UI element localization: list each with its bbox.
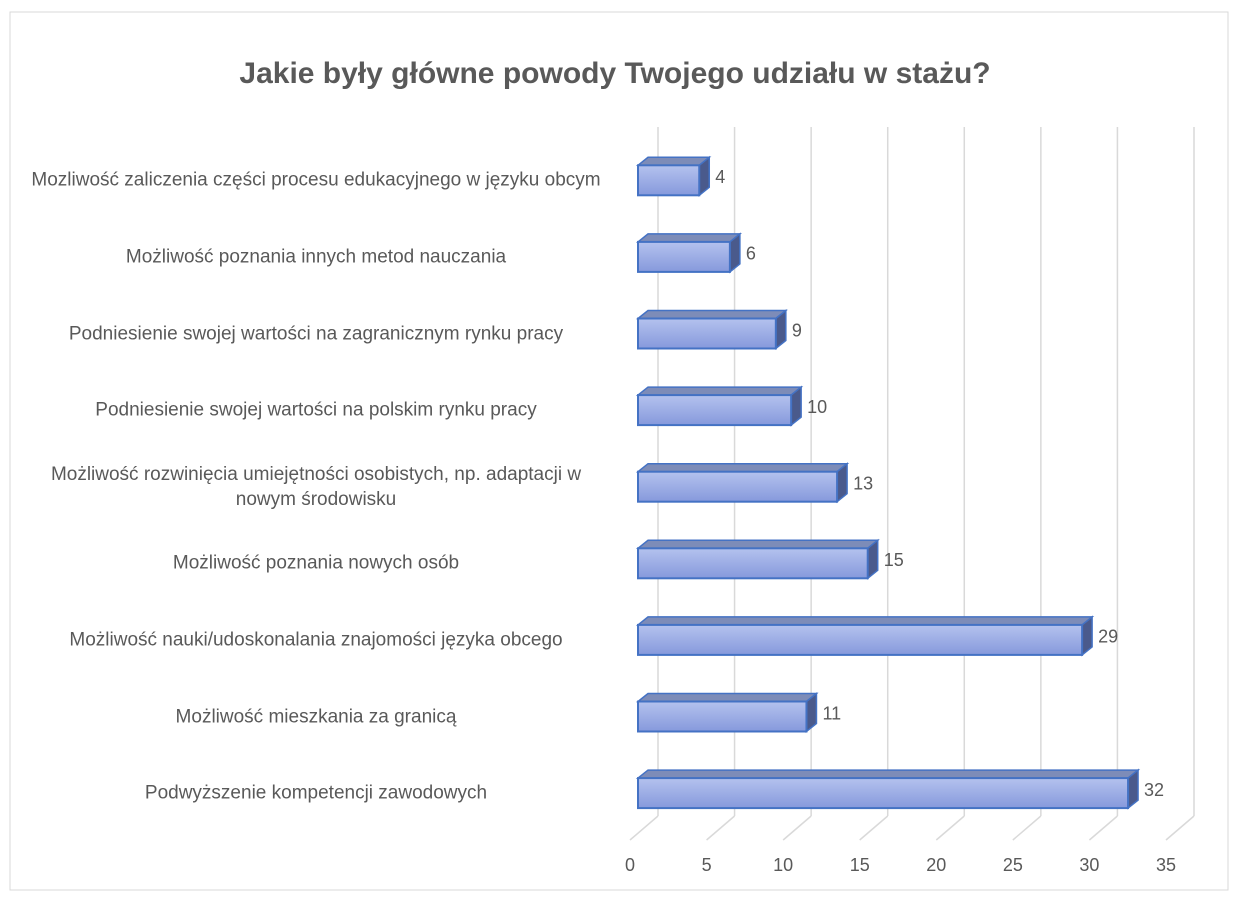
floor-grid-line [935,815,965,841]
x-tick-label: 0 [625,855,635,875]
y-tick-label: Podniesienie swojej wartości na zagranic… [68,323,564,344]
bar-top [635,539,880,550]
bar-front [637,164,701,197]
value-label: 29 [1098,627,1118,647]
bar-top [635,616,1095,626]
x-tick-label: 35 [1156,855,1176,875]
bar [635,462,850,504]
bar-top [635,156,712,167]
bar [635,615,1095,657]
floor-grid-line [859,815,889,841]
bar [635,385,804,427]
floor-grid-line [1088,815,1118,841]
bar-front [637,240,731,273]
bar [635,538,880,580]
floor-grid-line [629,815,659,841]
bar [635,308,788,351]
bar-top [635,462,850,473]
bar-top [635,309,788,320]
value-label: 10 [807,397,827,417]
value-label: 4 [715,167,725,187]
bar-front [637,547,869,580]
bar-top [635,769,1141,779]
value-label: 9 [792,320,802,340]
y-tick-label: Możliwość rozwinięcia umiejętności osobi… [50,463,582,510]
y-tick-label: Mozliwość zaliczenia części procesu eduk… [31,169,601,191]
floor-grid-line [706,815,736,841]
chart-title: Jakie były główne powody Twojego udziału… [239,57,990,90]
y-tick-label: Możliwość poznania nowych osób [172,552,460,574]
value-label: 15 [884,550,904,570]
x-tick-label: 30 [1079,855,1099,875]
y-tick-label: Możliwość mieszkania za granicą [175,706,457,727]
floor-grid-line [1012,815,1042,841]
bar-front [637,623,1084,656]
bar [635,232,743,274]
x-tick-label: 20 [926,855,946,875]
y-tick-label: Podwyższenie kompetencji zawodowych [144,782,488,804]
bar [635,691,819,734]
bar-front [637,700,808,733]
bar-front [637,394,793,427]
y-tick-label: Podniesienie swojej wartości na polskim … [95,399,537,421]
floor-grid-line [1165,815,1195,841]
value-label: 11 [822,703,841,723]
chart-border [9,11,1229,891]
bar-top [635,233,743,243]
bar [635,768,1141,810]
floor-grid-line [782,815,812,841]
y-tick-label: Możliwość nauki/udoskonalania znajomości… [69,629,563,651]
x-tick-label: 10 [773,855,793,875]
bar-top [635,692,819,703]
x-tick-label: 25 [1003,855,1023,875]
bar-front [637,317,777,350]
bar-front [637,470,839,503]
y-tick-label: Możliwość poznania innych metod nauczani… [125,246,507,268]
value-label: 6 [746,244,756,264]
bar-top [635,386,804,396]
bar [635,155,712,197]
bar-front [637,777,1130,810]
x-tick-label: 15 [850,855,870,875]
value-label: 32 [1144,780,1164,800]
value-label: 13 [853,473,873,493]
x-tick-label: 5 [702,855,712,875]
